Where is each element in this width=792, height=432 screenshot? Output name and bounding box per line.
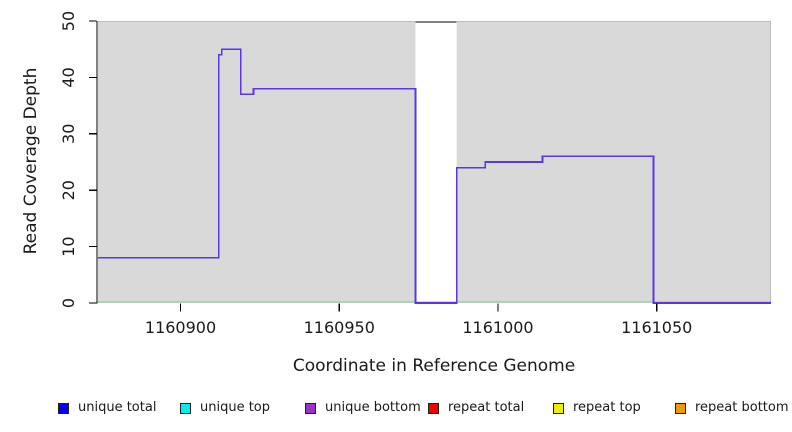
legend-item-unique-top: unique top [180,400,270,416]
y-tick-label: 0 [59,298,78,308]
plot-area: 0 10 20 30 40 50 1160900 1160950 1161000 1161050 [59,11,771,337]
legend-item-unique-bottom: unique bottom [305,400,421,416]
legend-item-repeat-bottom: repeat bottom [675,400,789,416]
chart-legend: unique total unique top unique bottom repea… [0,400,792,422]
legend-label: unique total [78,400,157,415]
x-axis-title: Coordinate in Reference Genome [292,356,576,376]
y-tick-label: 30 [59,124,78,144]
y-tick-label: 40 [59,67,78,87]
y-tick-label: 20 [59,180,78,200]
legend-swatch-unique-top [180,402,191,414]
coverage-step-line [98,48,771,304]
legend-item-repeat-top: repeat top [553,400,641,416]
legend-swatch-repeat-top [553,402,564,414]
y-tick-label: 50 [59,11,78,31]
legend-item-repeat-total: repeat total [428,400,524,416]
legend-swatch-unique-total [58,402,69,414]
legend-label: repeat top [573,400,641,415]
legend-item-unique-total: unique total [58,400,156,416]
coverage-gap-region [415,21,457,303]
x-tick-label: 1160950 [304,318,375,337]
legend-label: repeat bottom [695,400,789,415]
x-tick-label: 1160900 [145,318,216,337]
x-tick-label: 1161050 [621,318,692,337]
x-tick-label: 1161000 [462,318,533,337]
legend-swatch-repeat-total [428,402,439,414]
legend-label: unique top [200,400,271,415]
legend-swatch-repeat-bottom [675,402,686,414]
legend-label: unique bottom [325,400,421,415]
legend-label: repeat total [448,400,525,415]
y-tick-label: 10 [59,236,78,256]
y-axis-title: Read Coverage Depth [21,67,41,255]
legend-swatch-unique-bottom [305,402,316,414]
